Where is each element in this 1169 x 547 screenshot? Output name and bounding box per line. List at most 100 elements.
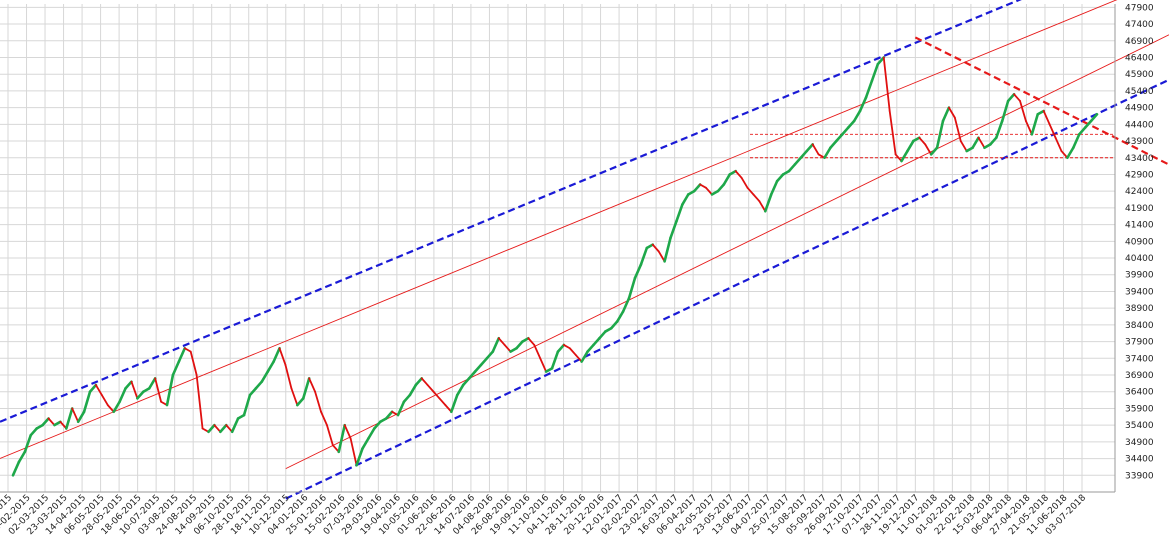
price-segment-up: [639, 246, 649, 267]
price-segment-up: [675, 203, 684, 223]
price-segment-down: [811, 143, 820, 156]
price-segment-up: [219, 423, 228, 434]
price-segment-up: [53, 420, 62, 427]
price-segment-up: [248, 387, 258, 397]
price-segment-up: [852, 109, 862, 123]
price-segment-down: [320, 410, 328, 427]
price-segment-down: [290, 387, 299, 406]
price-segment-up: [301, 377, 311, 400]
y-tick-label: 43900: [1125, 137, 1154, 147]
price-segment-down: [284, 364, 293, 390]
y-tick-label: 46900: [1125, 37, 1154, 47]
price-segment-up: [242, 393, 252, 417]
price-segment-down: [1025, 120, 1033, 136]
price-segment-up: [384, 410, 394, 420]
price-segment-up: [361, 437, 370, 450]
price-segment-down: [95, 384, 103, 396]
trend-line: [0, 0, 1118, 459]
y-tick-label: 46400: [1125, 53, 1154, 63]
channel-line: [285, 78, 1169, 500]
price-segment-up: [171, 360, 181, 377]
price-segment-up: [840, 126, 850, 136]
price-segment-down: [225, 424, 234, 433]
price-segment-down: [106, 404, 115, 413]
price-segment-up: [1000, 99, 1010, 123]
price-segment-up: [793, 156, 803, 166]
price-segment-down: [326, 424, 334, 447]
price-segment-up: [912, 136, 921, 143]
price-segment-up: [88, 383, 98, 394]
price-segment-up: [207, 423, 216, 434]
trend-line: [285, 34, 1169, 470]
price-segment-up: [858, 96, 868, 113]
y-tick-label: 43400: [1125, 154, 1154, 164]
price-segment-down: [71, 407, 80, 423]
price-segment-up: [935, 119, 945, 150]
grid: [0, 4, 1115, 492]
price-segment-up: [1066, 146, 1075, 160]
price-segment-down: [574, 354, 583, 363]
price-segment-up: [65, 407, 74, 430]
price-segment-down: [953, 116, 962, 142]
price-segment-up: [995, 119, 1004, 139]
price-segment-down: [308, 377, 316, 393]
price-segment-down: [1054, 136, 1063, 152]
price-segment-up: [17, 450, 27, 464]
price-segment-up: [716, 183, 726, 193]
y-tick-label: 37900: [1125, 338, 1154, 348]
price-segment-down: [195, 374, 204, 430]
y-tick-label: 45400: [1125, 87, 1154, 97]
y-tick-label: 39400: [1125, 287, 1154, 297]
price-segment-down: [924, 143, 933, 156]
price-segment-up: [681, 193, 690, 206]
price-segment-up: [556, 343, 566, 353]
price-segment-up: [829, 139, 838, 150]
price-segment-down: [752, 193, 761, 203]
price-segment-up: [402, 393, 412, 404]
price-segment-up: [76, 410, 86, 424]
y-tick-label: 40400: [1125, 254, 1154, 264]
price-segment-down: [734, 170, 743, 179]
price-segment-up: [230, 417, 240, 434]
price-segment-down: [497, 337, 506, 346]
price-segment-down: [888, 110, 897, 156]
price-segment-up: [692, 183, 702, 193]
y-tick-label: 38400: [1125, 321, 1154, 331]
price-segment-down: [894, 153, 903, 162]
price-segment-up: [124, 380, 133, 390]
price-segment-up: [515, 340, 524, 350]
price-segment-down: [1060, 150, 1069, 159]
price-segment-down: [562, 344, 571, 350]
price-segment-up: [473, 363, 483, 373]
price-segment-down: [527, 337, 536, 346]
price-segment-up: [823, 146, 832, 160]
y-tick-label: 44400: [1125, 120, 1154, 130]
y-tick-label: 39900: [1125, 271, 1154, 281]
price-segment-down: [657, 250, 666, 263]
price-segment-up: [775, 173, 785, 183]
y-tick-label: 42900: [1125, 170, 1154, 180]
price-segment-up: [41, 417, 50, 427]
y-tick-label: 36400: [1125, 388, 1154, 398]
price-segment-up: [1036, 109, 1045, 116]
price-segment-up: [367, 427, 376, 440]
price-segment-up: [1077, 126, 1087, 136]
price-segment-up: [805, 143, 814, 153]
price-segment-up: [136, 390, 145, 400]
price-segment-down: [882, 56, 891, 112]
price-segment-up: [941, 106, 951, 123]
price-segment-up: [1089, 113, 1099, 123]
price-segment-up: [296, 397, 305, 407]
price-segment-up: [337, 423, 347, 454]
price-segment-down: [213, 424, 222, 433]
price-segment-down: [948, 106, 956, 119]
price-segment-up: [763, 193, 773, 213]
price-segment-up: [355, 447, 364, 467]
price-segment-up: [722, 173, 732, 186]
y-tick-label: 37400: [1125, 354, 1154, 364]
price-segment-down: [420, 377, 429, 386]
price-segment-up: [900, 149, 909, 163]
price-segment-up: [112, 400, 121, 414]
price-segment-down: [343, 424, 352, 440]
price-segment-up: [455, 383, 465, 397]
